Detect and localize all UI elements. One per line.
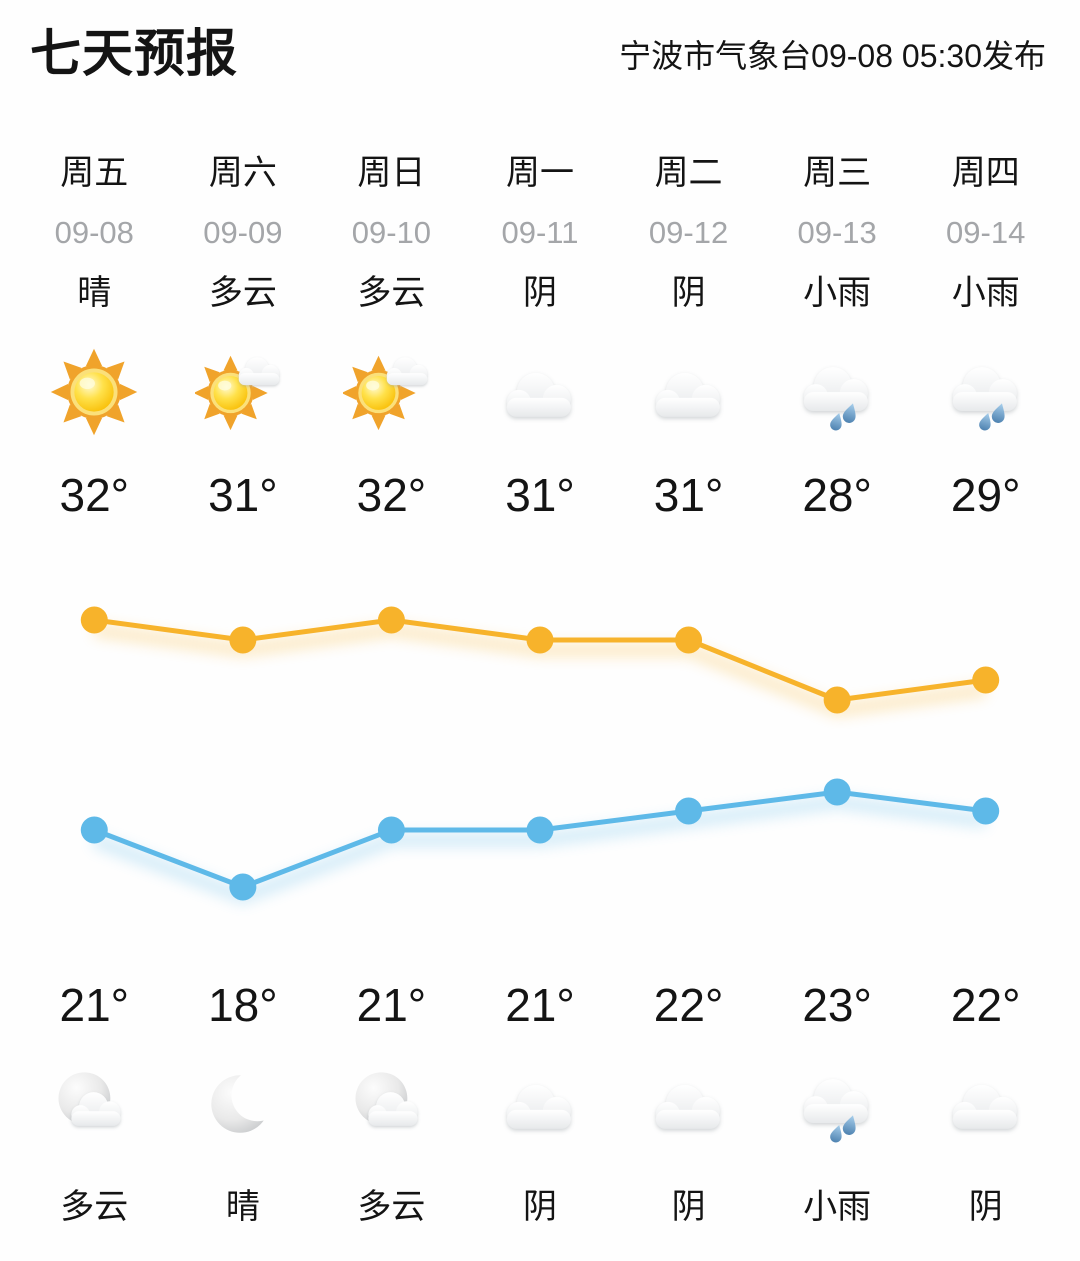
data-point-dot bbox=[675, 797, 703, 825]
data-point-dot bbox=[377, 606, 405, 634]
day-condition-label: 多云 bbox=[357, 274, 426, 312]
night-condition-label: 晴 bbox=[225, 1188, 260, 1226]
night-weather-icon bbox=[911, 1056, 1060, 1152]
date-label: 09-13 bbox=[797, 215, 877, 250]
weekday-label: 周一 bbox=[505, 154, 574, 192]
night-condition-label: 阴 bbox=[671, 1188, 706, 1226]
day-weather-icon bbox=[466, 344, 615, 440]
data-point-dot bbox=[377, 816, 405, 844]
weekday-label: 周五 bbox=[60, 154, 129, 192]
date-label: 09-09 bbox=[203, 215, 283, 250]
data-point-dot bbox=[972, 666, 1000, 694]
night-condition-label: 阴 bbox=[968, 1188, 1003, 1226]
day-weather-icon bbox=[614, 344, 763, 440]
day-icon-row bbox=[20, 344, 1060, 440]
night-condition-row: 多云 晴 多云 阴 阴 小雨 阴 bbox=[20, 1186, 1060, 1228]
high-temp-row: 32° 31° 32° 31° 31° 28° 29° bbox=[20, 466, 1060, 524]
data-point-dot bbox=[675, 626, 703, 654]
temperature-trend-chart bbox=[80, 606, 1000, 904]
data-point-dot bbox=[823, 686, 851, 714]
high-temp-value: 31° bbox=[208, 469, 278, 521]
data-point-dot bbox=[80, 816, 108, 844]
night-weather-icon bbox=[20, 1056, 169, 1152]
night-icon-row bbox=[20, 1056, 1060, 1152]
date-label: 09-10 bbox=[351, 215, 432, 250]
low-temp-value: 22° bbox=[950, 979, 1021, 1031]
issuer-info: 宁波市气象台09-08 05:30发布 bbox=[619, 38, 1046, 74]
low-temp-row: 21° 18° 21° 21° 22° 23° 22° bbox=[20, 976, 1060, 1034]
high-temp-value: 31° bbox=[505, 469, 575, 521]
night-weather-icon bbox=[317, 1056, 466, 1152]
night-condition-label: 阴 bbox=[522, 1188, 557, 1226]
day-weather-icon bbox=[317, 344, 466, 440]
weekday-label: 周四 bbox=[951, 154, 1020, 192]
day-condition-label: 阴 bbox=[671, 274, 706, 312]
weekday-label: 周日 bbox=[357, 154, 426, 192]
day-weather-icon bbox=[911, 344, 1060, 440]
night-weather-icon bbox=[614, 1056, 763, 1152]
weekday-label: 周二 bbox=[654, 154, 723, 192]
low-temp-value: 21° bbox=[356, 979, 427, 1031]
data-point-dot bbox=[229, 873, 257, 901]
day-weather-icon bbox=[169, 344, 318, 440]
day-condition-label: 小雨 bbox=[951, 274, 1020, 312]
low-temp-value: 21° bbox=[505, 979, 575, 1031]
date-label: 09-14 bbox=[946, 215, 1026, 250]
high-temp-value: 32° bbox=[59, 469, 130, 521]
night-condition-label: 多云 bbox=[357, 1188, 426, 1226]
date-label: 09-08 bbox=[54, 215, 134, 250]
weekday-label: 周三 bbox=[803, 154, 872, 192]
day-condition-label: 小雨 bbox=[803, 274, 872, 312]
data-point-dot bbox=[972, 797, 1000, 825]
high-temp-value: 32° bbox=[356, 469, 427, 521]
data-point-dot bbox=[526, 626, 554, 654]
high-temp-value: 31° bbox=[653, 469, 724, 521]
night-weather-icon bbox=[466, 1056, 615, 1152]
day-condition-label: 晴 bbox=[77, 274, 112, 312]
night-condition-label: 多云 bbox=[60, 1188, 129, 1226]
day-weather-icon bbox=[20, 344, 169, 440]
weekday-label: 周六 bbox=[208, 154, 277, 192]
data-point-dot bbox=[526, 816, 554, 844]
data-point-dot bbox=[823, 778, 851, 806]
day-weather-icon bbox=[763, 344, 912, 440]
data-point-dot bbox=[229, 626, 257, 654]
day-condition-label: 多云 bbox=[208, 274, 277, 312]
night-weather-icon bbox=[169, 1056, 318, 1152]
day-condition-label: 阴 bbox=[522, 274, 557, 312]
page-title: 七天预报 bbox=[30, 25, 239, 82]
weekday-row: 周五 周六 周日 周一 周二 周三 周四 bbox=[20, 152, 1060, 194]
header: 七天预报 宁波市气象台09-08 05:30发布 bbox=[30, 24, 1046, 84]
high-temp-value: 28° bbox=[802, 469, 872, 521]
day-condition-row: 晴 多云 多云 阴 阴 小雨 小雨 bbox=[20, 272, 1060, 314]
low-temp-value: 21° bbox=[59, 979, 130, 1031]
night-condition-label: 小雨 bbox=[803, 1188, 872, 1226]
high-temp-value: 29° bbox=[950, 469, 1021, 521]
low-temp-value: 18° bbox=[208, 979, 278, 1031]
date-label: 09-12 bbox=[648, 215, 729, 250]
date-row: 09-08 09-09 09-10 09-11 09-12 09-13 09-1… bbox=[20, 213, 1060, 253]
data-point-dot bbox=[80, 606, 108, 634]
date-label: 09-11 bbox=[501, 215, 579, 250]
low-temp-value: 23° bbox=[802, 979, 872, 1031]
night-weather-icon bbox=[763, 1056, 912, 1152]
low-temp-value: 22° bbox=[653, 979, 724, 1031]
